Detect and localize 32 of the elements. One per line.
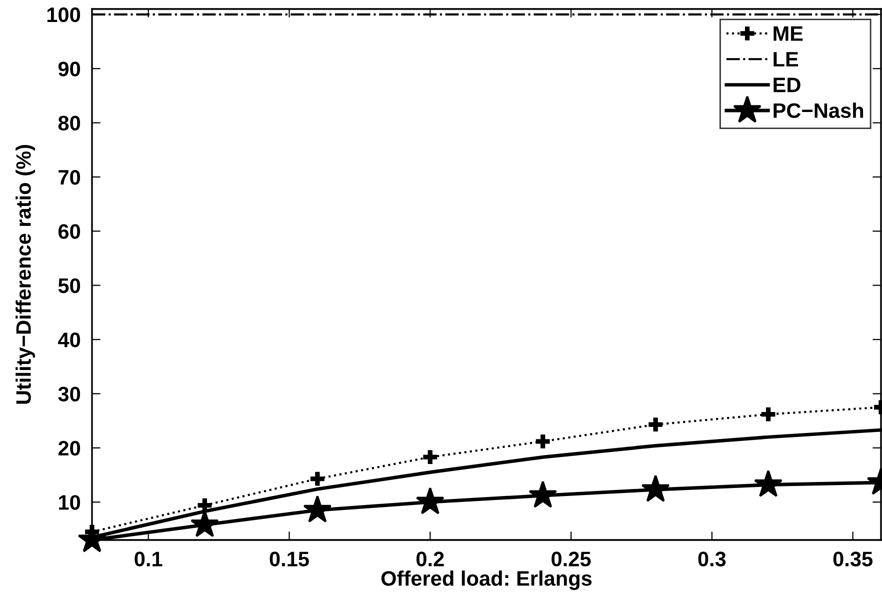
x-tick-label: 0.25 bbox=[552, 552, 591, 566]
x-tick-label: 0.1 bbox=[134, 552, 162, 566]
point bbox=[648, 418, 663, 432]
y-axis-title: Utility−Difference ratio (%) bbox=[16, 145, 36, 404]
point bbox=[303, 495, 332, 522]
y-tick-label: 90 bbox=[58, 62, 80, 76]
legend-label: LE bbox=[774, 52, 798, 66]
legend-label: ME bbox=[774, 26, 803, 41]
point bbox=[641, 474, 670, 502]
y-tick-label: 100 bbox=[47, 7, 80, 22]
y-tick-label: 80 bbox=[58, 116, 80, 131]
point bbox=[423, 450, 438, 464]
legend-label: PC−Nash bbox=[774, 102, 864, 118]
point bbox=[416, 487, 444, 514]
y-tick-label: 60 bbox=[58, 224, 80, 239]
x-tick-label: 0.35 bbox=[833, 552, 873, 566]
point bbox=[754, 470, 783, 498]
x-axis-title: Offered load: Erlangs bbox=[381, 570, 592, 590]
point bbox=[761, 407, 776, 422]
y-tick-label: 70 bbox=[58, 170, 80, 185]
y-tick-label: 20 bbox=[58, 440, 80, 456]
x-tick-label: 0.2 bbox=[416, 552, 444, 566]
point bbox=[310, 472, 324, 486]
y-tick-label: 50 bbox=[58, 278, 80, 294]
legend-label: ED bbox=[774, 78, 800, 92]
point bbox=[536, 434, 550, 448]
point bbox=[528, 480, 558, 508]
y-tick-label: 10 bbox=[59, 495, 80, 510]
y-tick-label: 40 bbox=[58, 332, 80, 348]
y-tick-label: 30 bbox=[58, 386, 80, 402]
x-tick-label: 0.3 bbox=[698, 552, 726, 566]
x-tick-label: 0.15 bbox=[270, 552, 309, 566]
